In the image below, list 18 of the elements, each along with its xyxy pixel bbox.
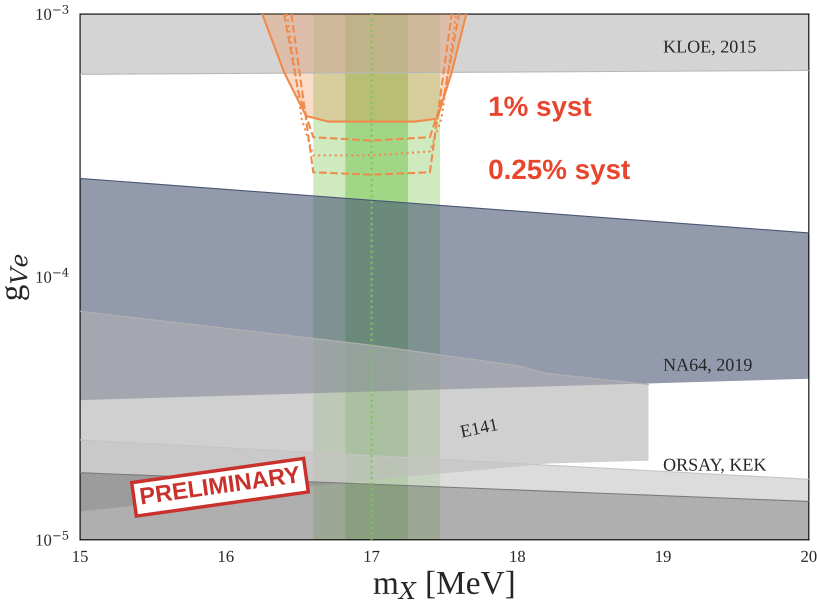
x-tick-label: 17 — [364, 550, 380, 562]
annotation: ORSAY, KEK — [664, 458, 766, 474]
x-tick-label: 20 — [801, 550, 817, 562]
x-axis-title: m$_{X}$ [MeV] — [374, 570, 514, 600]
x-tick-label: 18 — [510, 550, 526, 562]
y-axis-title: g$_{Ve}$ — [4, 254, 30, 300]
x-tick-label: 16 — [218, 550, 234, 562]
annotation: E141 — [460, 418, 498, 438]
annotation: 0.25% syst — [489, 160, 630, 185]
y-tick-label: 10$^{−3}$ — [36, 4, 68, 20]
annotation: KLOE, 2015 — [664, 40, 756, 56]
annotation: 1% syst — [490, 96, 592, 122]
x-tick-label: 15 — [73, 550, 88, 562]
annotation: PRELIMINARY — [140, 466, 301, 504]
x-tick-label: 19 — [656, 550, 671, 562]
y-tick-label: 10$^{−5}$ — [36, 530, 68, 546]
annotation: NA64, 2019 — [664, 358, 752, 374]
y-tick-label: 10$^{−4}$ — [36, 268, 69, 283]
